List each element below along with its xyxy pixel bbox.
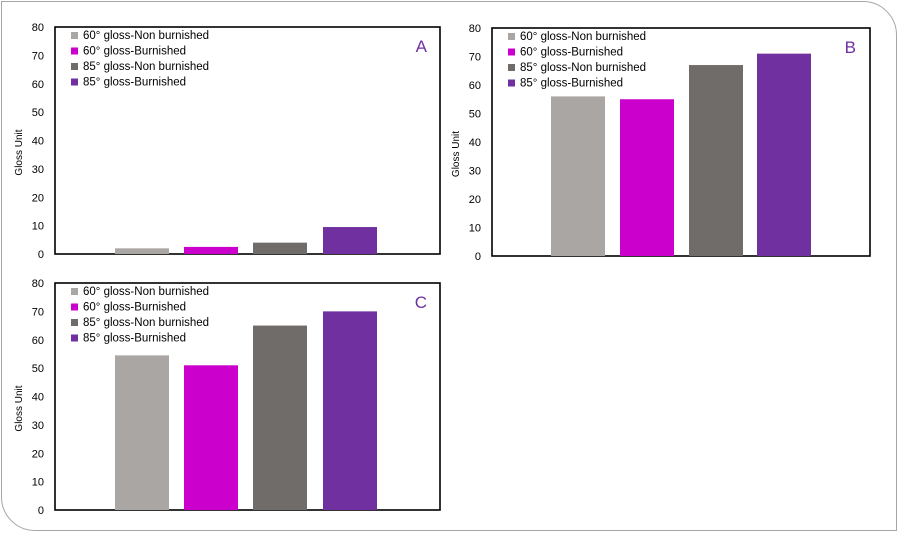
legend-label: 60° gloss-Non burnished xyxy=(83,286,209,298)
y-tick-label: 80 xyxy=(469,23,481,35)
legend-label: 60° gloss-Burnished xyxy=(83,302,186,314)
y-tick-label: 0 xyxy=(475,251,481,263)
y-tick-label: 10 xyxy=(32,477,44,489)
y-tick-label: 50 xyxy=(32,363,44,375)
legend-label: 85° gloss-Non burnished xyxy=(520,62,646,74)
legend-swatch xyxy=(71,63,78,70)
bar-3 xyxy=(253,242,307,254)
y-axis-label: Gloss Unit xyxy=(14,129,25,175)
y-tick-label: 70 xyxy=(469,52,481,64)
y-tick-label: 80 xyxy=(32,278,44,290)
bar-1 xyxy=(115,355,169,510)
legend-label: 85° gloss-Non burnished xyxy=(83,317,209,329)
y-tick-label: 0 xyxy=(38,249,44,261)
legend-swatch xyxy=(508,64,515,71)
legend-swatch xyxy=(71,303,78,311)
y-tick-label: 30 xyxy=(469,166,481,178)
legend-swatch xyxy=(71,288,78,295)
legend-label: 85° gloss-Non burnished xyxy=(83,61,209,73)
bar-2 xyxy=(620,99,674,256)
chart-panel-b: 0 10 20 30 40 50 60 70 80 Gloss Unit 60° gloss-Non… xyxy=(451,23,871,263)
legend-label: 60° gloss-Non burnished xyxy=(83,30,209,42)
y-tick-label: 30 xyxy=(32,420,44,432)
y-tick-label: 70 xyxy=(32,50,44,62)
bar-1 xyxy=(115,248,169,254)
plot-area xyxy=(54,26,441,255)
legend-label: 60° gloss-Burnished xyxy=(520,47,623,59)
chart-panel-c: 0 10 20 30 40 50 60 70 80 Gloss Unit 60° gloss-Non… xyxy=(14,278,441,517)
bar-2 xyxy=(184,365,238,510)
y-tick-label: 0 xyxy=(38,505,44,517)
bar-4 xyxy=(323,311,377,510)
panel-label: A xyxy=(416,37,428,56)
y-tick-label: 40 xyxy=(32,392,44,404)
legend-label: 85° gloss-Burnished xyxy=(83,333,186,345)
legend-swatch xyxy=(71,334,78,342)
y-axis-label: Gloss Unit xyxy=(451,131,462,177)
bar-4 xyxy=(323,227,377,254)
y-tick-label: 20 xyxy=(469,194,481,206)
legend-swatch xyxy=(71,319,78,326)
chart-panel-a: 0 10 20 30 40 50 60 70 80 Gloss Unit 60° gloss-Non… xyxy=(14,22,441,261)
panel-label: C xyxy=(415,293,427,312)
legend-label: 85° gloss-Burnished xyxy=(83,77,186,89)
y-tick-label: 50 xyxy=(32,107,44,119)
bar-3 xyxy=(253,325,307,510)
bar-4 xyxy=(757,53,811,257)
bar-3 xyxy=(689,65,743,256)
legend-label: 60° gloss-Non burnished xyxy=(520,31,646,43)
bar-1 xyxy=(551,96,605,257)
legend-swatch xyxy=(71,32,78,39)
legend-swatch xyxy=(71,78,78,86)
y-tick-label: 20 xyxy=(32,448,44,460)
legend-label: 60° gloss-Burnished xyxy=(83,46,186,58)
y-tick-label: 10 xyxy=(32,221,44,233)
legend-swatch xyxy=(508,48,515,56)
y-tick-label: 60 xyxy=(32,335,44,347)
y-tick-label: 80 xyxy=(32,22,44,34)
y-tick-label: 40 xyxy=(469,137,481,149)
y-tick-label: 60 xyxy=(32,79,44,91)
y-tick-label: 40 xyxy=(32,136,44,148)
panel-label: B xyxy=(845,38,856,57)
legend-swatch xyxy=(508,33,515,40)
y-tick-label: 10 xyxy=(469,223,481,235)
y-tick-label: 60 xyxy=(469,80,481,92)
y-tick-label: 50 xyxy=(469,109,481,121)
y-tick-label: 70 xyxy=(32,306,44,318)
legend-swatch xyxy=(508,79,515,87)
y-tick-label: 20 xyxy=(32,192,44,204)
y-axis-label: Gloss Unit xyxy=(14,385,25,431)
legend-swatch xyxy=(71,47,78,55)
y-tick-label: 30 xyxy=(32,164,44,176)
legend-label: 85° gloss-Burnished xyxy=(520,78,623,90)
bar-2 xyxy=(184,246,238,254)
